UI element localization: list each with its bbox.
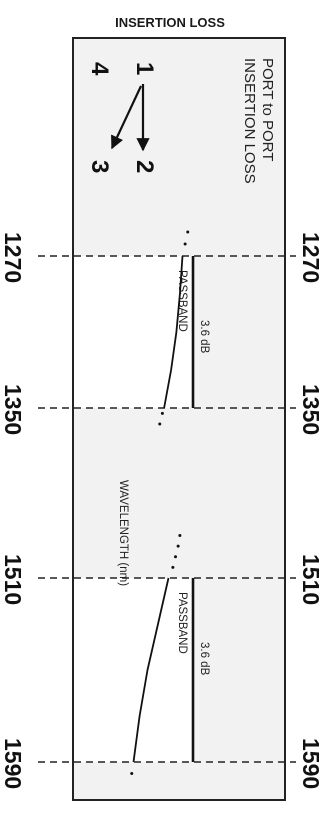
port-diagram: 1 4 2 3 [86, 62, 158, 173]
transition-dot-3 [160, 411, 164, 415]
tick-label-right-1510: 1510 [298, 554, 324, 605]
port-1-label: 1 [131, 62, 158, 75]
port-2-label: 2 [131, 160, 158, 173]
legend-line-1: PORT to PORT [259, 58, 276, 161]
tick-label-left-1350: 1350 [0, 384, 26, 435]
transition-dot-7 [174, 555, 177, 559]
tick-label-left-1510: 1510 [0, 554, 26, 605]
transition-dot-4 [158, 422, 162, 426]
port-3-label: 3 [86, 160, 113, 173]
tick-label-left-1590: 1590 [0, 738, 26, 789]
tick-label-right-1350: 1350 [298, 384, 324, 435]
transition-dot-5 [178, 534, 182, 537]
arrow-1-to-3 [111, 85, 142, 150]
series-line-2 [132, 577, 170, 763]
passband-loss-label-1: 3.6 dB [198, 320, 210, 354]
tick-label-right-1590: 1590 [298, 738, 324, 789]
transition-dot-8 [171, 565, 175, 569]
transition-dot-2 [183, 242, 187, 246]
x-axis-label: WAVELENGTH (nm) [117, 480, 129, 586]
transition-dot-6 [176, 544, 180, 548]
passband-region-2 [74, 578, 193, 762]
passband-region-1 [74, 256, 193, 408]
transition-dot-1 [186, 230, 190, 234]
chart-title: INSERTION LOSS [115, 15, 225, 30]
passband-label-2: PASSBAND [176, 592, 188, 654]
series-line-1 [163, 255, 184, 409]
transition-dot-9 [130, 772, 134, 775]
legend-line-2: INSERTION LOSS [241, 58, 258, 184]
passband-loss-label-2: 3.6 dB [198, 642, 210, 676]
port-4-label: 4 [86, 62, 113, 76]
tick-label-left-1270: 1270 [0, 232, 26, 283]
passband-label-1: PASSBAND [176, 270, 188, 332]
tick-label-right-1270: 1270 [298, 232, 324, 283]
